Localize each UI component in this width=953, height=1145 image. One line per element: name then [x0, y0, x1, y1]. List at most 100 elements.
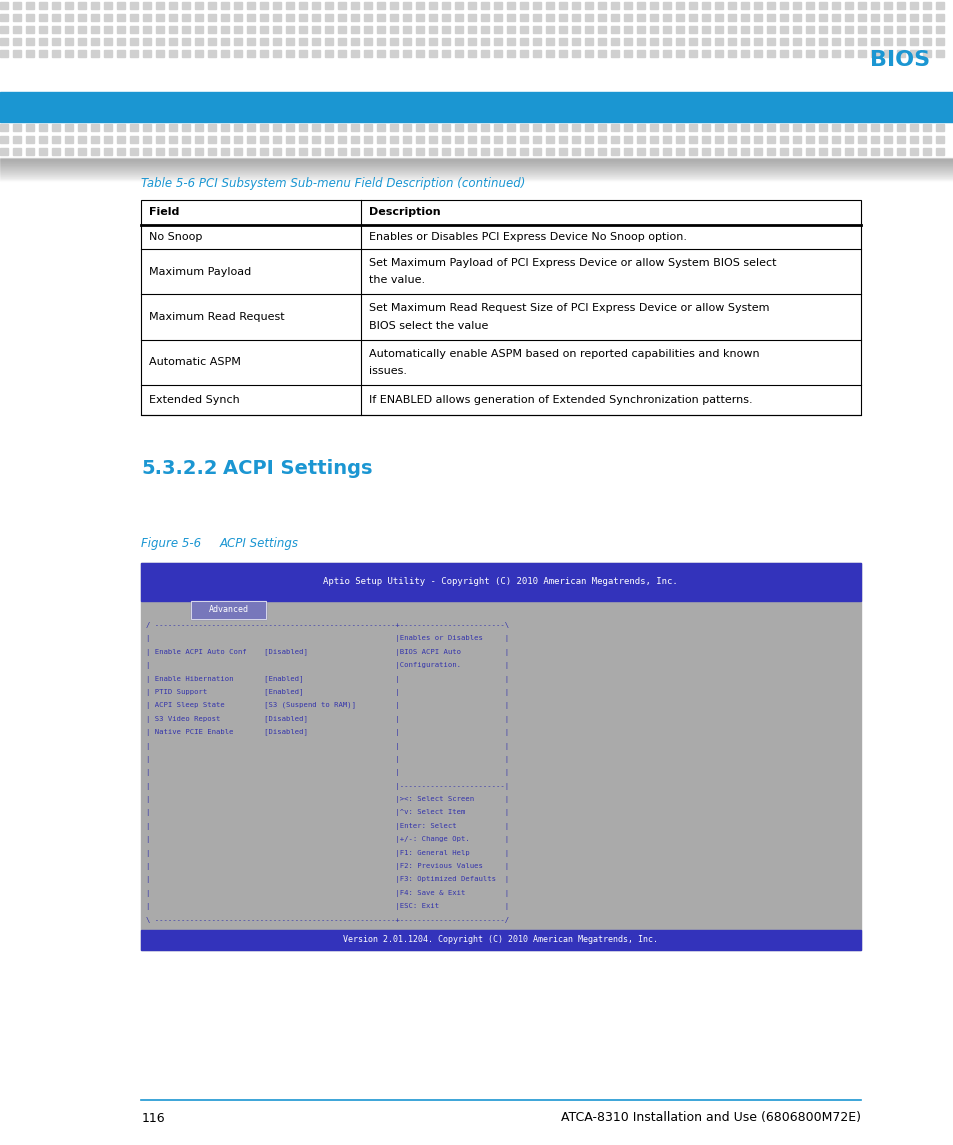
- Bar: [65, 38, 73, 45]
- Bar: [364, 148, 372, 155]
- Bar: [156, 148, 164, 155]
- Bar: [519, 50, 527, 57]
- Bar: [402, 50, 411, 57]
- Bar: [390, 2, 397, 9]
- Bar: [390, 14, 397, 21]
- Bar: [637, 124, 644, 131]
- Bar: [649, 14, 658, 21]
- Bar: [727, 26, 735, 33]
- Bar: [156, 2, 164, 9]
- Bar: [441, 38, 450, 45]
- Bar: [364, 50, 372, 57]
- Bar: [923, 38, 930, 45]
- Bar: [844, 14, 852, 21]
- Text: the value.: the value.: [368, 276, 424, 285]
- Text: Description: Description: [368, 207, 439, 218]
- Bar: [416, 26, 423, 33]
- Bar: [337, 50, 346, 57]
- Bar: [533, 50, 540, 57]
- Text: |                                                        |F1: General Help      : | |F1: General Help: [146, 850, 509, 856]
- Bar: [740, 2, 748, 9]
- Bar: [273, 14, 281, 21]
- Bar: [701, 136, 709, 143]
- Bar: [727, 14, 735, 21]
- Bar: [298, 14, 307, 21]
- Bar: [598, 38, 605, 45]
- Bar: [545, 2, 554, 9]
- Bar: [753, 2, 761, 9]
- Bar: [130, 38, 138, 45]
- Bar: [26, 2, 34, 9]
- Bar: [753, 50, 761, 57]
- Bar: [701, 14, 709, 21]
- Bar: [376, 148, 385, 155]
- Bar: [468, 136, 476, 143]
- Bar: [753, 14, 761, 21]
- Bar: [610, 124, 618, 131]
- Bar: [286, 136, 294, 143]
- Bar: [455, 50, 462, 57]
- Bar: [182, 2, 190, 9]
- Bar: [143, 38, 151, 45]
- Bar: [623, 14, 631, 21]
- Bar: [273, 148, 281, 155]
- Bar: [143, 26, 151, 33]
- Bar: [727, 2, 735, 9]
- Bar: [896, 50, 904, 57]
- Text: |                                                        |><: Select Screen     : | |><: Select Screen: [146, 796, 509, 803]
- Bar: [935, 2, 943, 9]
- Bar: [221, 148, 229, 155]
- Bar: [584, 2, 593, 9]
- Bar: [141, 200, 860, 416]
- Bar: [52, 136, 60, 143]
- Bar: [441, 2, 450, 9]
- Bar: [312, 148, 319, 155]
- Bar: [519, 148, 527, 155]
- Bar: [572, 2, 579, 9]
- Bar: [533, 124, 540, 131]
- Bar: [883, 136, 891, 143]
- Bar: [805, 38, 813, 45]
- Bar: [870, 148, 878, 155]
- Bar: [13, 124, 21, 131]
- Bar: [104, 136, 112, 143]
- Bar: [870, 26, 878, 33]
- Bar: [247, 26, 254, 33]
- Bar: [792, 148, 801, 155]
- Bar: [260, 148, 268, 155]
- Bar: [558, 26, 566, 33]
- Bar: [286, 148, 294, 155]
- Bar: [182, 124, 190, 131]
- Bar: [883, 148, 891, 155]
- Text: |                                                        |Enter: Select         : | |Enter: Select: [146, 823, 509, 830]
- Bar: [286, 14, 294, 21]
- Bar: [312, 2, 319, 9]
- Bar: [143, 2, 151, 9]
- Bar: [818, 2, 826, 9]
- Bar: [662, 136, 670, 143]
- Bar: [935, 136, 943, 143]
- Bar: [805, 26, 813, 33]
- Bar: [221, 14, 229, 21]
- Bar: [506, 2, 515, 9]
- Bar: [805, 14, 813, 21]
- Bar: [455, 26, 462, 33]
- Bar: [831, 124, 840, 131]
- Bar: [143, 148, 151, 155]
- Bar: [714, 14, 722, 21]
- Bar: [273, 38, 281, 45]
- Bar: [441, 148, 450, 155]
- Text: \ -------------------------------------------------------+----------------------: \ --------------------------------------…: [146, 917, 509, 923]
- Bar: [727, 50, 735, 57]
- Bar: [247, 124, 254, 131]
- Bar: [182, 148, 190, 155]
- Bar: [441, 124, 450, 131]
- Bar: [857, 148, 865, 155]
- Bar: [870, 124, 878, 131]
- Bar: [637, 136, 644, 143]
- Bar: [39, 124, 47, 131]
- Bar: [662, 14, 670, 21]
- Bar: [117, 26, 125, 33]
- Bar: [857, 38, 865, 45]
- Bar: [740, 14, 748, 21]
